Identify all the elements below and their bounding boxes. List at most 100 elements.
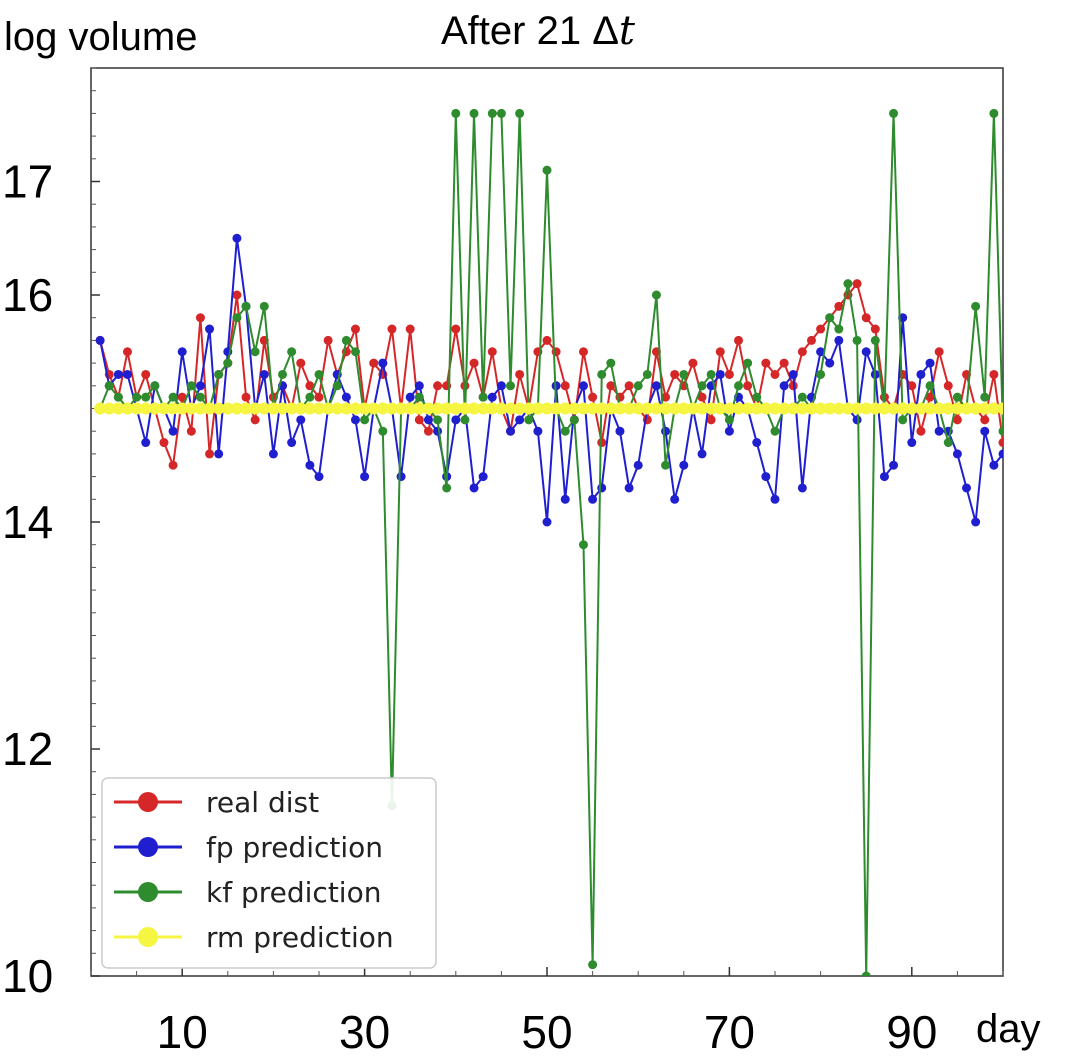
data-point-rm-prediction (942, 402, 955, 415)
data-point-kf-prediction (843, 279, 853, 289)
data-point-fp-prediction (934, 426, 944, 436)
data-point-rm-prediction (458, 402, 471, 415)
data-point-kf-prediction (232, 313, 242, 323)
data-point-rm-prediction (632, 402, 645, 415)
data-point-real-dist (122, 347, 132, 357)
data-point-rm-prediction (331, 402, 344, 415)
data-point-real-dist (141, 369, 151, 379)
data-point-fp-prediction (469, 483, 479, 493)
data-point-fp-prediction (350, 415, 360, 425)
data-point-rm-prediction (841, 402, 854, 415)
data-point-fp-prediction (578, 381, 588, 391)
data-point-rm-prediction (185, 402, 198, 415)
data-point-kf-prediction (104, 381, 114, 391)
data-point-fp-prediction (414, 381, 424, 391)
data-point-real-dist (423, 426, 433, 436)
data-point-real-dist (943, 381, 953, 391)
data-point-kf-prediction (980, 392, 990, 402)
data-point-kf-prediction (278, 369, 288, 379)
data-point-real-dist (433, 381, 443, 391)
data-point-real-dist (661, 392, 671, 402)
data-point-kf-prediction (560, 426, 570, 436)
data-point-rm-prediction (249, 402, 262, 415)
data-point-kf-prediction (606, 358, 616, 368)
data-point-rm-prediction (212, 402, 225, 415)
data-point-rm-prediction (933, 402, 946, 415)
data-point-kf-prediction (113, 392, 123, 402)
x-tick-label: 50 (521, 1006, 572, 1058)
data-point-rm-prediction (814, 402, 827, 415)
data-point-rm-prediction (258, 402, 271, 415)
data-point-rm-prediction (823, 402, 836, 415)
data-point-rm-prediction (203, 402, 216, 415)
data-point-fp-prediction (113, 369, 123, 379)
data-point-real-dist (405, 324, 415, 334)
data-point-real-dist (323, 335, 333, 345)
data-point-fp-prediction (615, 426, 625, 436)
data-point-real-dist (460, 381, 470, 391)
data-point-kf-prediction (569, 415, 579, 425)
data-point-kf-prediction (506, 381, 516, 391)
data-point-rm-prediction (668, 402, 681, 415)
data-point-rm-prediction (969, 402, 982, 415)
data-point-rm-prediction (896, 402, 909, 415)
data-point-rm-prediction (778, 402, 791, 415)
data-point-fp-prediction (305, 460, 315, 470)
data-point-real-dist (916, 426, 926, 436)
data-point-real-dist (816, 324, 826, 334)
data-point-kf-prediction (214, 369, 224, 379)
legend-label-rm-prediction: rm prediction (206, 921, 394, 954)
data-point-kf-prediction (597, 369, 607, 379)
data-point-fp-prediction (597, 483, 607, 493)
x-tick-label: 30 (339, 1006, 390, 1058)
data-point-fp-prediction (451, 415, 461, 425)
y-tick-label: 12 (2, 723, 53, 775)
data-point-rm-prediction (285, 402, 298, 415)
data-point-real-dist (989, 369, 999, 379)
data-point-rm-prediction (121, 402, 134, 415)
data-point-fp-prediction (542, 517, 552, 527)
data-point-rm-prediction (978, 402, 991, 415)
data-point-fp-prediction (788, 369, 798, 379)
data-point-rm-prediction (987, 402, 1000, 415)
data-point-kf-prediction (861, 971, 871, 976)
data-point-rm-prediction (139, 402, 152, 415)
data-point-kf-prediction (195, 392, 205, 402)
data-point-rm-prediction (303, 402, 316, 415)
data-point-rm-prediction (148, 402, 161, 415)
data-point-kf-prediction (633, 381, 643, 391)
data-point-kf-prediction (414, 392, 424, 402)
data-point-kf-prediction (971, 301, 981, 311)
data-point-real-dist (779, 358, 789, 368)
data-point-rm-prediction (696, 402, 709, 415)
data-point-kf-prediction (697, 381, 707, 391)
legend: real dist fp prediction kf prediction rm pr… (101, 777, 437, 969)
data-point-fp-prediction (195, 381, 205, 391)
data-point-rm-prediction (641, 402, 654, 415)
data-point-rm-prediction (832, 402, 845, 415)
data-point-kf-prediction (332, 381, 342, 391)
data-point-fp-prediction (515, 415, 525, 425)
data-point-kf-prediction (706, 369, 716, 379)
data-point-kf-prediction (952, 392, 962, 402)
data-point-rm-prediction (860, 402, 873, 415)
data-point-rm-prediction (431, 402, 444, 415)
data-point-fp-prediction (496, 381, 506, 391)
data-point-kf-prediction (816, 369, 826, 379)
data-point-rm-prediction (960, 402, 973, 415)
data-point-fp-prediction (314, 472, 324, 482)
data-point-rm-prediction (486, 402, 499, 415)
data-point-fp-prediction (433, 426, 443, 436)
data-point-fp-prediction (95, 335, 105, 345)
data-point-fp-prediction (952, 449, 962, 459)
data-point-kf-prediction (141, 392, 151, 402)
data-point-rm-prediction (522, 402, 535, 415)
data-point-fp-prediction (651, 381, 661, 391)
data-point-rm-prediction (358, 402, 371, 415)
data-point-fp-prediction (533, 426, 543, 436)
y-tick-label: 16 (2, 269, 53, 321)
data-point-fp-prediction (268, 449, 278, 459)
data-point-fp-prediction (232, 233, 242, 243)
data-point-fp-prediction (670, 494, 680, 504)
data-point-rm-prediction (477, 402, 490, 415)
